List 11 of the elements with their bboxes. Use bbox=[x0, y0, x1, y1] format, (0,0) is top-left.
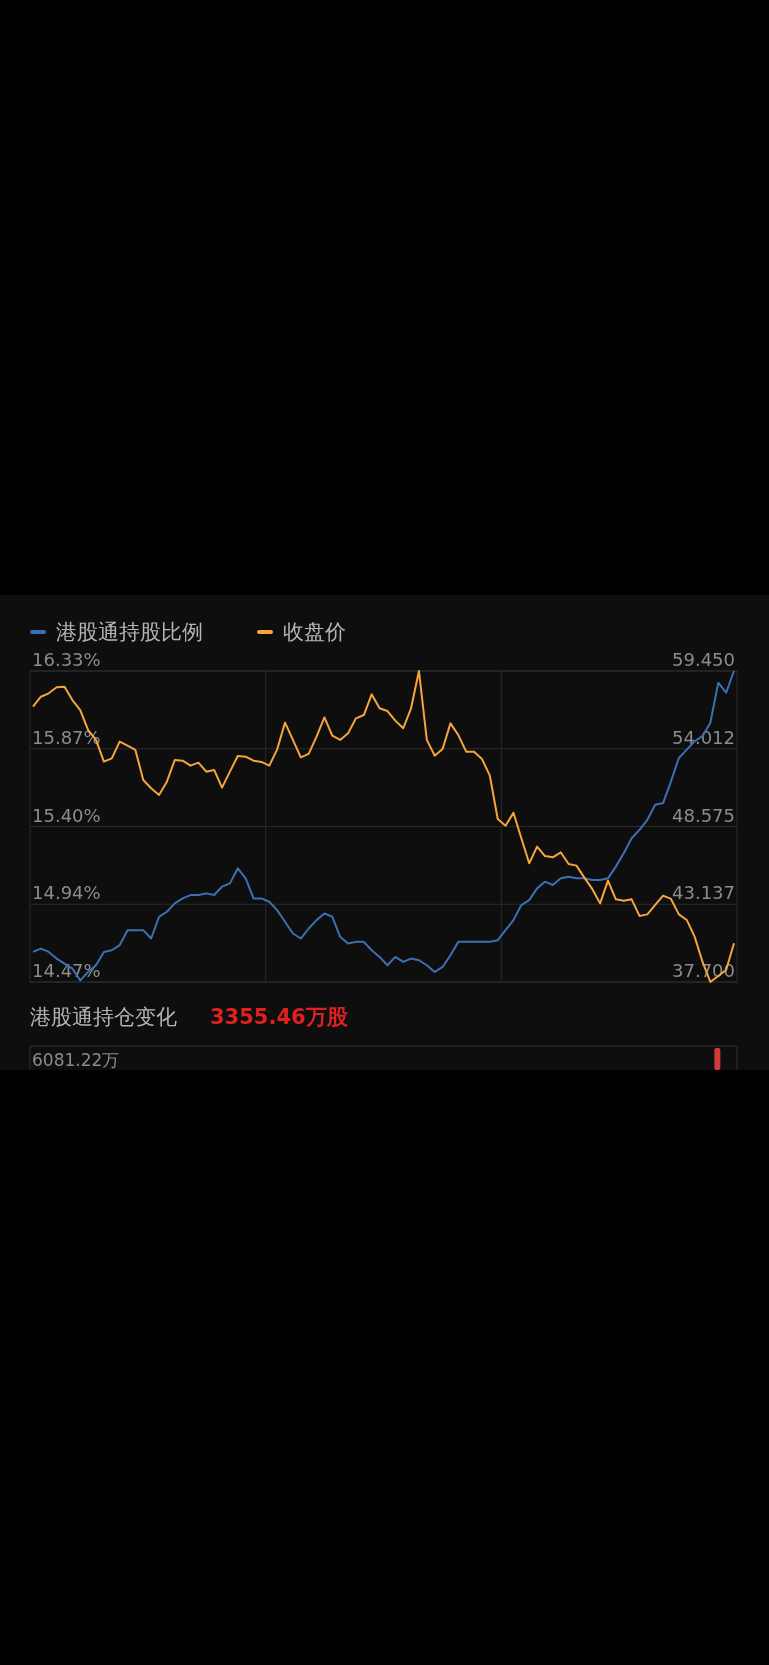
chart-title: 港股通持仓变化 bbox=[30, 1005, 177, 1029]
y-tick-label: 16.33% bbox=[32, 649, 101, 670]
y-tick-label: 14.94% bbox=[32, 882, 101, 904]
annotation: 6081.22万 bbox=[32, 1050, 120, 1070]
chart-subtitle: 3355.46万股 bbox=[210, 1005, 349, 1029]
y2-tick-label: 43.137 bbox=[672, 882, 735, 904]
y-tick-label: 15.40% bbox=[32, 804, 101, 826]
legend-label: 收盘价 bbox=[283, 620, 346, 644]
y2-tick-label: 59.450 bbox=[672, 649, 735, 670]
legend-label: 港股通持股比例 bbox=[56, 620, 203, 644]
y2-tick-label: 48.575 bbox=[672, 804, 735, 826]
